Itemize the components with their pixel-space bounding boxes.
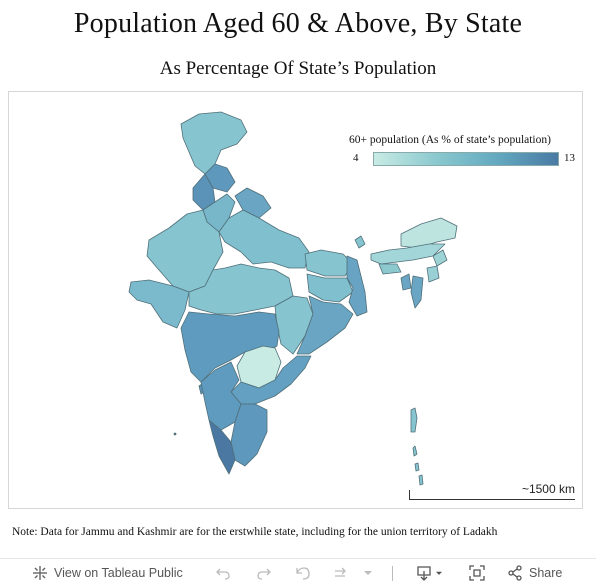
share-icon (508, 565, 522, 581)
undo-button[interactable] (215, 565, 231, 581)
india-map[interactable] (9, 92, 582, 508)
state-west-bengal[interactable] (346, 255, 368, 317)
state-andhra-pradesh[interactable] (230, 355, 312, 405)
legend-max-label: 13 (564, 152, 575, 164)
legend-min-label: 4 (353, 152, 359, 164)
state-bihar[interactable] (304, 249, 354, 277)
page-title: Population Aged 60 & Above, By State (73, 8, 523, 39)
state-rajasthan[interactable] (146, 209, 224, 293)
scale-label: ~1500 km (521, 482, 575, 496)
view-on-tableau-button[interactable]: View on Tableau Public (32, 565, 183, 581)
fullscreen-icon (469, 565, 485, 581)
legend-title: 60+ population (As % of state’s populati… (349, 134, 551, 146)
map-panel[interactable]: 60+ population (As % of state’s populati… (8, 91, 583, 509)
download-button[interactable] (416, 565, 444, 581)
download-icon (417, 566, 431, 581)
state-jharkhand[interactable] (306, 273, 354, 303)
footnote: Note: Data for Jammu and Kashmir are for… (12, 526, 498, 538)
refresh-icon (335, 567, 346, 577)
toolbar-divider (392, 566, 393, 581)
legend-color-ramp (373, 152, 559, 166)
state-odisha[interactable] (296, 295, 354, 355)
undo-icon (216, 568, 230, 580)
page-subtitle: As Percentage Of State’s Population (159, 58, 437, 79)
scale-tick (409, 490, 410, 500)
state-sikkim[interactable] (354, 235, 366, 249)
scale-line (409, 499, 575, 500)
scale-bar: ~1500 km (409, 482, 575, 500)
revert-button[interactable] (295, 565, 311, 581)
redo-button[interactable] (256, 565, 272, 581)
tableau-toolbar: View on Tableau Public (0, 558, 596, 588)
ut-andaman-islands[interactable] (410, 407, 418, 433)
chevron-down-icon (435, 571, 443, 575)
state-madhya-pradesh[interactable] (188, 263, 294, 315)
refresh-button[interactable] (332, 565, 348, 581)
state-manipur[interactable] (426, 265, 440, 283)
map-legend: 60+ population (As % of state’s populati… (349, 134, 579, 170)
refresh-dropdown[interactable] (360, 565, 376, 581)
chevron-down-icon (364, 571, 372, 575)
state-tripura[interactable] (400, 273, 412, 291)
view-on-tableau-label: View on Tableau Public (54, 566, 183, 580)
state-kerala[interactable] (208, 419, 236, 475)
tableau-logo-icon (33, 566, 47, 580)
state-mizoram[interactable] (410, 275, 424, 309)
ut-lakshadweep[interactable] (173, 432, 177, 436)
share-label: Share (529, 566, 563, 580)
state-gujarat[interactable] (128, 279, 190, 329)
share-button[interactable]: Share (507, 565, 562, 581)
fullscreen-button[interactable] (469, 565, 485, 581)
state-meghalaya[interactable] (378, 263, 402, 275)
state-arunachal-pradesh[interactable] (400, 217, 458, 249)
ut-andaman-islets[interactable] (412, 445, 424, 486)
revert-icon (296, 567, 310, 580)
state-uttar-pradesh[interactable] (218, 209, 310, 269)
state-jammu-kashmir[interactable] (180, 111, 248, 175)
state-nagaland[interactable] (432, 249, 448, 267)
redo-icon (257, 568, 271, 580)
